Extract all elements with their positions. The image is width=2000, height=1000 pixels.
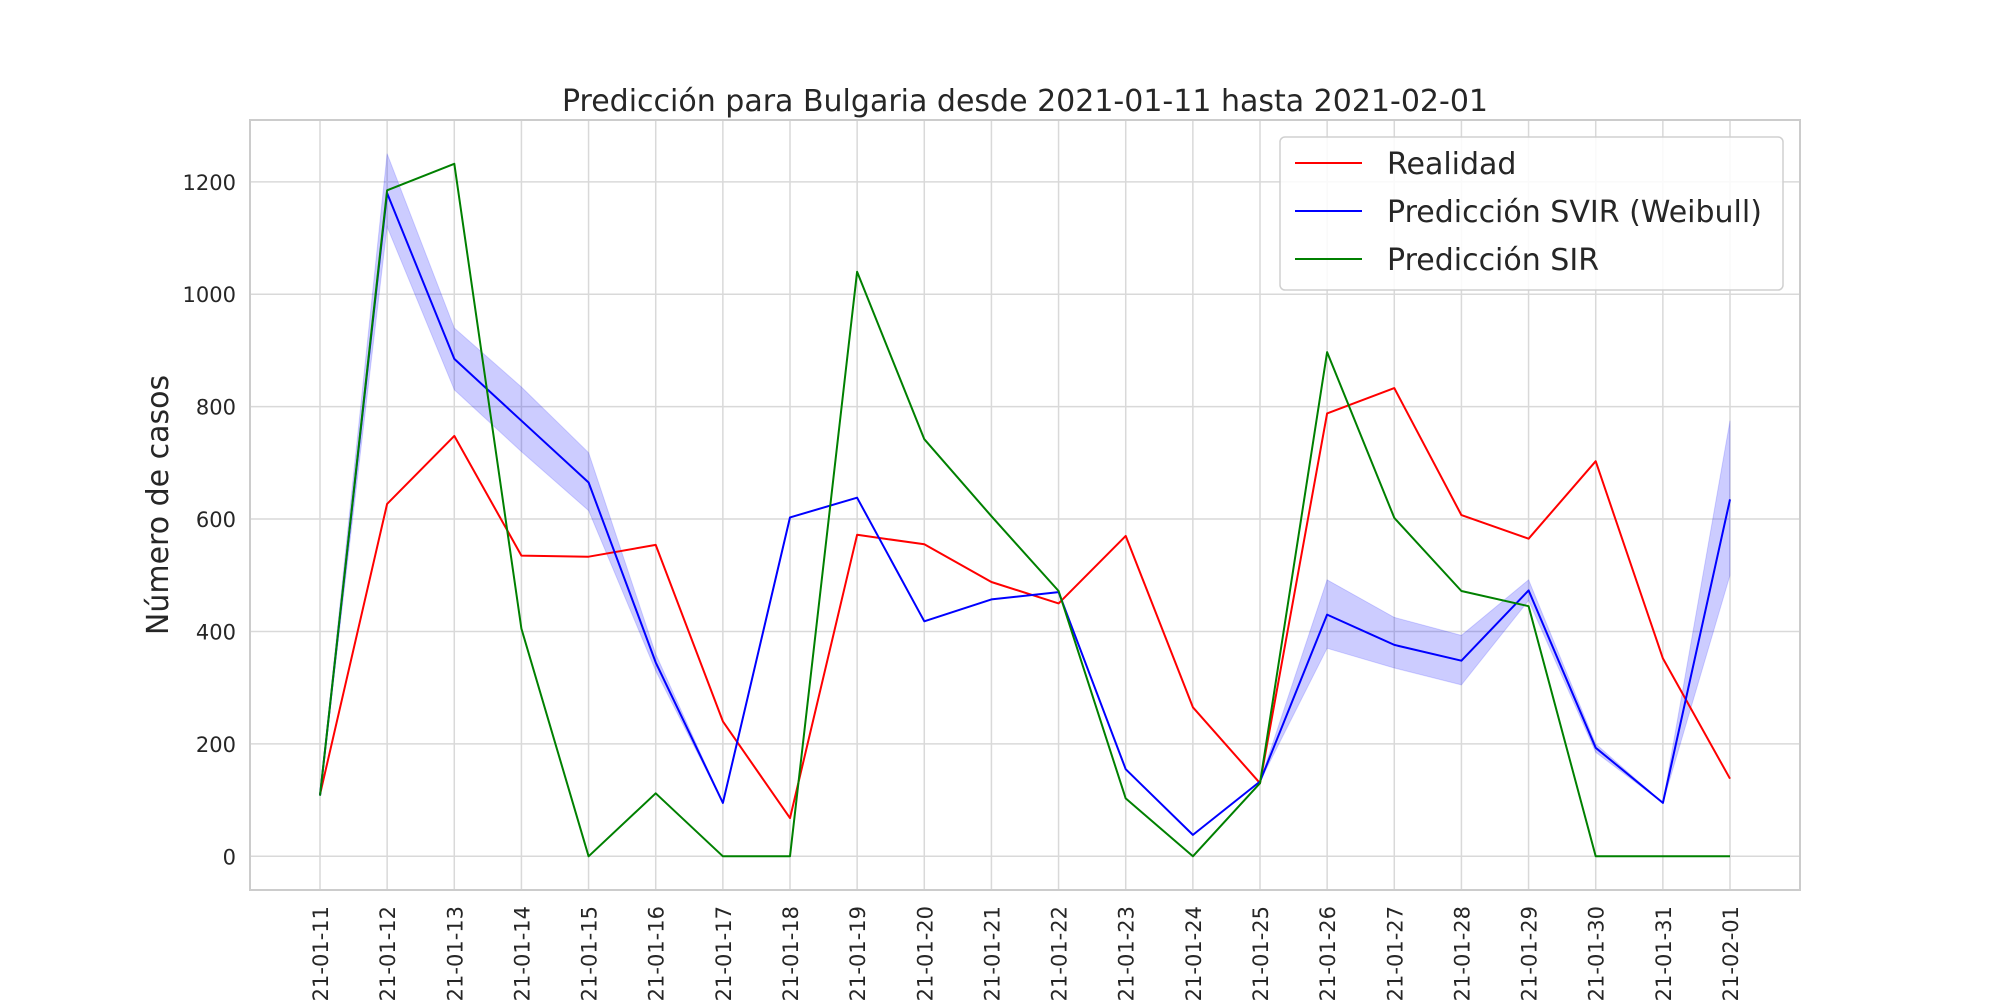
y-tick-label: 0: [223, 845, 236, 869]
y-tick-label: 1200: [183, 171, 236, 195]
y-tick-label: 800: [196, 396, 236, 420]
series-line: [319, 192, 1731, 836]
series-line: [319, 162, 1730, 858]
legend: Realidad Predicción SVIR (Weibull) Predicc…: [1279, 136, 1784, 291]
legend-label: Predicción SVIR (Weibull): [1387, 195, 1762, 230]
x-tick-label: 2021-01-11: [309, 906, 333, 1000]
x-tick-label: 2021-01-16: [645, 906, 669, 1000]
x-axis-ticks: 2021-01-11 2021-01-12 2021-01-13 2021-01-14…: [309, 906, 1743, 1000]
x-tick-label: 2021-01-13: [443, 906, 467, 1000]
x-tick-label: 2021-01-30: [1585, 906, 1609, 1000]
x-tick-label: 2021-01-17: [712, 906, 736, 1000]
x-tick-label: 2021-01-31: [1652, 906, 1676, 1000]
x-tick-label: 2021-01-20: [913, 906, 937, 1000]
x-tick-label: 2021-02-01: [1719, 906, 1743, 1000]
legend-label: Realidad: [1387, 147, 1516, 182]
x-tick-label: 2021-01-24: [1182, 906, 1206, 1000]
grid: [250, 120, 1800, 890]
legend-label: Predicción SIR: [1387, 243, 1599, 278]
y-tick-label: 200: [196, 733, 236, 757]
x-tick-label: 2021-01-19: [846, 906, 870, 1000]
x-tick-label: 2021-01-21: [980, 906, 1004, 1000]
y-tick-label: 1000: [183, 283, 236, 307]
y-axis-label: Número de casos: [141, 375, 176, 635]
y-axis-ticks: 0 200 400 600 800 1000 1200: [183, 171, 236, 869]
x-tick-label: 2021-01-18: [779, 906, 803, 1000]
x-tick-label: 2021-01-28: [1450, 906, 1474, 1000]
y-tick-label: 400: [196, 620, 236, 644]
y-tick-label: 600: [196, 508, 236, 532]
x-tick-label: 2021-01-14: [510, 906, 534, 1000]
x-tick-label: 2021-01-23: [1115, 906, 1139, 1000]
x-tick-label: 2021-01-25: [1249, 906, 1273, 1000]
x-tick-label: 2021-01-12: [376, 906, 400, 1000]
x-tick-label: 2021-01-22: [1048, 906, 1072, 1000]
chart-title: Predicción para Bulgaria desde 2021-01-1…: [562, 84, 1488, 119]
series-lines: [319, 162, 1731, 858]
x-tick-label: 2021-01-15: [578, 906, 602, 1000]
plot-frame: [249, 119, 1801, 891]
x-tick-label: 2021-01-29: [1518, 906, 1542, 1000]
legend-box: [1279, 136, 1784, 291]
series-line: [319, 387, 1731, 820]
x-tick-label: 2021-01-26: [1316, 906, 1340, 1000]
x-tick-label: 2021-01-27: [1383, 906, 1407, 1000]
